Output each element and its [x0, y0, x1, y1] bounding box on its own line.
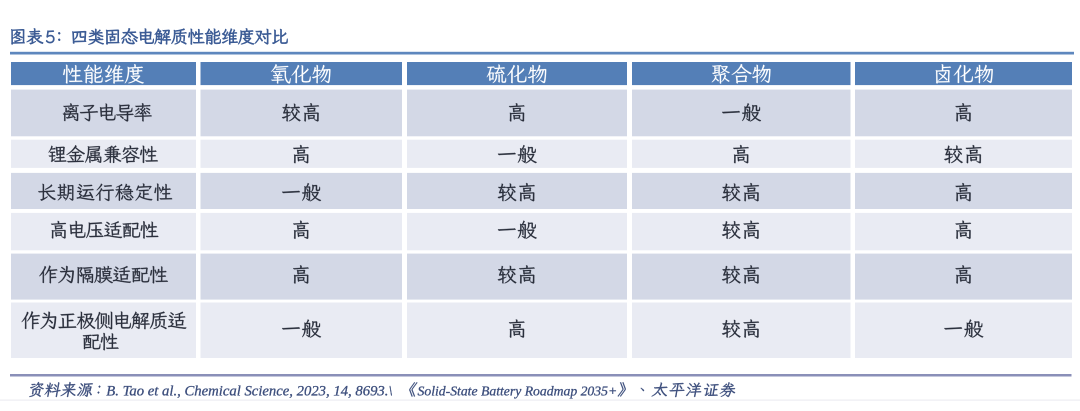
svg-text:Solid-State Battery Roadmap 20: Solid-State Battery Roadmap 2035+ — [418, 383, 618, 398]
svg-text:B. Tao et al., Chemical Scienc: B. Tao et al., Chemical Science, 2023, 1… — [106, 383, 392, 399]
